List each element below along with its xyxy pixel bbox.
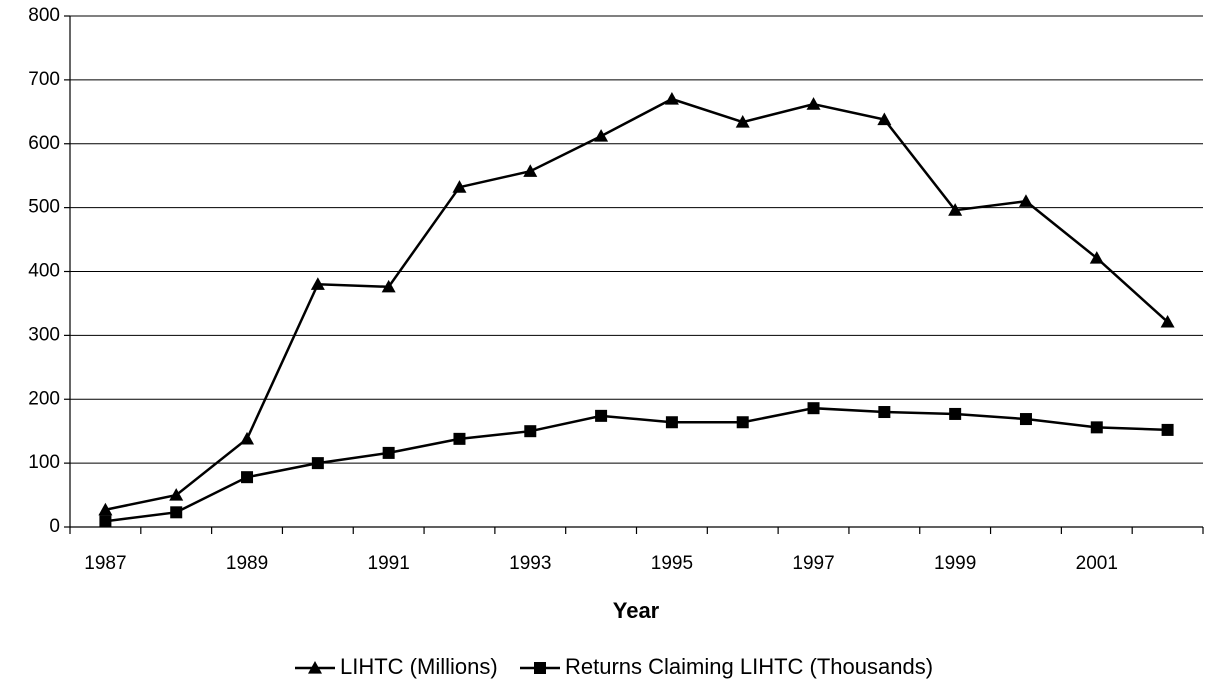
x-tick-label: 1987 <box>84 553 126 574</box>
x-tick-label: 1991 <box>368 553 410 574</box>
y-tick-label: 500 <box>28 197 60 218</box>
data-point <box>523 164 538 177</box>
data-point <box>665 416 678 429</box>
data-point <box>310 277 325 290</box>
x-tick-label: 1989 <box>226 553 268 574</box>
data-point <box>595 409 608 422</box>
data-point <box>452 180 467 193</box>
legend-marker <box>534 662 546 674</box>
y-tick-label: 0 <box>49 516 60 537</box>
legend-label: LIHTC (Millions) <box>340 654 498 679</box>
y-tick-label: 100 <box>28 452 60 473</box>
x-tick-label: 1999 <box>934 553 976 574</box>
x-tick-label: 1997 <box>792 553 834 574</box>
data-point <box>807 402 820 415</box>
data-point <box>169 488 184 501</box>
data-point <box>594 129 609 142</box>
data-point <box>878 406 891 419</box>
data-point <box>1160 314 1175 328</box>
data-point <box>1089 251 1104 264</box>
data-point <box>524 425 537 438</box>
data-point <box>1161 423 1174 436</box>
data-point <box>381 279 396 293</box>
y-tick-label: 300 <box>28 324 60 345</box>
x-axis-title: Year <box>613 598 660 623</box>
data-point <box>1019 413 1032 426</box>
y-tick-label: 200 <box>28 388 60 409</box>
data-point <box>1090 421 1103 434</box>
x-tick-label: 1995 <box>651 553 693 574</box>
data-point <box>241 471 254 484</box>
data-point <box>949 407 962 420</box>
data-point <box>948 203 963 216</box>
data-point <box>311 457 324 470</box>
data-point <box>735 115 750 128</box>
data-point <box>453 432 466 445</box>
legend-marker <box>308 661 322 674</box>
data-point <box>382 446 395 459</box>
data-point <box>170 506 183 519</box>
data-point <box>664 92 679 105</box>
data-point <box>98 502 113 516</box>
data-point <box>1018 194 1033 207</box>
y-tick-label: 700 <box>28 69 60 90</box>
data-point <box>806 97 821 110</box>
data-point <box>240 431 255 445</box>
data-point <box>736 416 749 429</box>
y-tick-label: 600 <box>28 133 60 154</box>
data-point <box>99 515 112 528</box>
data-point <box>877 112 892 126</box>
y-tick-label: 400 <box>28 261 60 282</box>
y-tick-label: 800 <box>28 5 60 26</box>
legend-label: Returns Claiming LIHTC (Thousands) <box>565 654 933 679</box>
series-line <box>105 406 1168 523</box>
x-tick-label: 1993 <box>509 553 551 574</box>
x-tick-label: 2001 <box>1076 553 1118 574</box>
series-line <box>105 97 1169 511</box>
